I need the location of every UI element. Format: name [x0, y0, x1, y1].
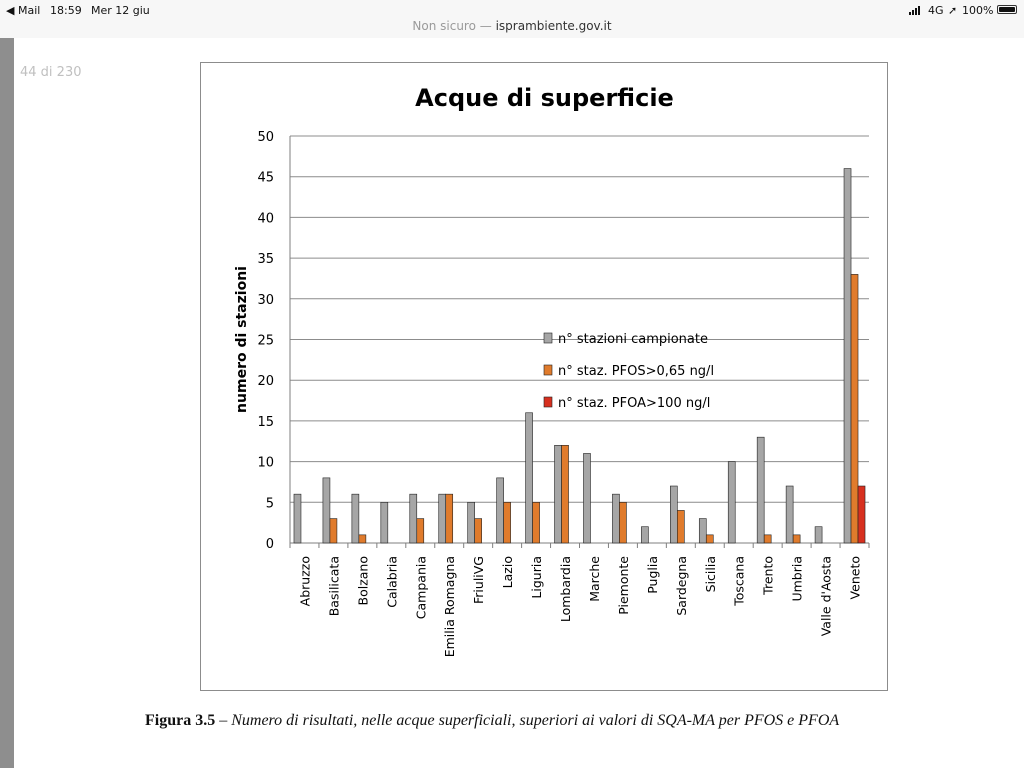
x-tick-label: Bolzano: [355, 556, 370, 606]
legend-label: n° stazioni campionate: [558, 332, 708, 347]
bar-1: [814, 526, 823, 544]
x-tick-label: Umbria: [790, 556, 805, 602]
y-tick-label: 0: [266, 537, 274, 552]
legend-swatch: [543, 364, 553, 376]
bar-2: [532, 501, 540, 544]
bar-2: [705, 534, 714, 544]
bar-1: [554, 445, 562, 544]
x-tick-label: Piemonte: [616, 556, 631, 615]
x-tick-label: Marche: [587, 556, 602, 602]
x-tick-label: Sardegna: [674, 556, 689, 616]
bar-1: [612, 493, 620, 544]
bar-2: [503, 501, 511, 544]
bar-2: [416, 518, 425, 544]
y-tick-label: 20: [257, 374, 274, 389]
legend-label: n° staz. PFOS>0,65 ng/l: [558, 364, 714, 379]
y-tick-label: 50: [257, 130, 274, 145]
x-tick-label: Basilicata: [326, 556, 341, 616]
legend-label: n° staz. PFOA>100 ng/l: [558, 396, 710, 411]
bar-2: [561, 445, 569, 544]
y-tick-label: 35: [257, 252, 274, 267]
y-tick-label: 25: [257, 334, 274, 349]
y-axis-title: numero di stazioni: [234, 266, 250, 413]
domain-label: isprambiente.gov.it: [495, 19, 612, 33]
bar-2: [792, 534, 801, 544]
bar-1: [351, 493, 360, 544]
x-tick-label: Abruzzo: [297, 556, 312, 606]
signal-icon: [909, 6, 923, 15]
bar-1: [785, 485, 794, 544]
y-tick-label: 40: [257, 211, 274, 226]
x-tick-label: Sicilia: [703, 556, 718, 592]
bar-2: [619, 501, 627, 544]
bar-1: [641, 526, 649, 544]
bar-1: [670, 485, 678, 544]
x-tick-label: Toscana: [732, 556, 747, 607]
x-tick-label: Valle d'Aosta: [819, 556, 834, 636]
bar-1: [322, 477, 331, 544]
bar-2: [329, 518, 338, 544]
location-arrow-icon: ➚: [948, 4, 958, 17]
bar-1: [293, 493, 302, 544]
x-tick-label: Liguria: [529, 556, 544, 599]
bar-1: [496, 477, 504, 544]
y-tick-label: 30: [257, 293, 274, 308]
legend-swatch: [543, 332, 553, 344]
page-counter: 44 di 230: [20, 65, 82, 80]
security-label: Non sicuro —: [412, 19, 492, 33]
address-bar[interactable]: Non sicuro — isprambiente.gov.it: [0, 19, 1024, 33]
figure-caption-text: – Numero di risultati, nelle acque super…: [215, 712, 840, 729]
bar-1: [698, 518, 707, 544]
battery-percent: 100%: [962, 4, 994, 17]
x-tick-label: Trento: [761, 556, 776, 596]
bar-2: [474, 518, 482, 544]
network-label: 4G: [928, 4, 944, 17]
page-scroll-strip[interactable]: [0, 38, 14, 768]
bar-2: [763, 534, 772, 544]
x-tick-label: Campania: [413, 556, 428, 619]
chart-title: Acque di superficie: [415, 84, 674, 112]
status-bar: ◀ Mail 18:59 Mer 12 giu 4G ➚ 100% Non si…: [0, 0, 1024, 38]
bar-1: [727, 461, 736, 544]
x-tick-label: Calabria: [384, 556, 399, 608]
legend-swatch: [543, 396, 553, 408]
bar-2: [677, 510, 685, 544]
bar-2: [850, 274, 859, 544]
battery-icon: [997, 5, 1017, 14]
bar-1: [467, 501, 475, 544]
x-tick-label: FriuliVG: [471, 556, 486, 604]
bar-1: [525, 412, 533, 544]
y-tick-label: 45: [257, 171, 274, 186]
bar-1: [843, 168, 852, 544]
bar-1: [380, 501, 389, 544]
bar-1: [583, 453, 591, 544]
bar-2: [445, 493, 454, 544]
bar-1: [756, 436, 765, 544]
back-to-mail-link[interactable]: ◀ Mail: [6, 4, 41, 17]
y-tick-label: 15: [257, 415, 274, 430]
x-tick-label: Lombardia: [558, 556, 573, 622]
bar-3: [857, 485, 866, 544]
bar-1: [438, 493, 447, 544]
figure-number: Figura 3.5: [145, 712, 216, 729]
status-time: 18:59: [50, 4, 82, 17]
x-tick-label: Veneto: [848, 556, 863, 599]
bar-2: [358, 534, 367, 544]
status-date: Mer 12 giu: [91, 4, 150, 17]
chart-frame: Acque di superficie 0 5 10 15 20 25 30 35 40 45 50 n…: [200, 62, 888, 691]
y-tick-label: 5: [266, 496, 274, 511]
bar-chart: Acque di superficie 0 5 10 15 20 25 30 35 40 45 50 n…: [234, 84, 870, 657]
bar-1: [409, 493, 418, 544]
x-tick-label: Lazio: [500, 556, 515, 588]
x-tick-label: Puglia: [645, 556, 660, 594]
y-tick-label: 10: [257, 456, 274, 471]
x-tick-label: Emilia Romagna: [442, 556, 457, 657]
figure-caption: Figura 3.5 – Numero di risultati, nelle …: [145, 712, 839, 730]
